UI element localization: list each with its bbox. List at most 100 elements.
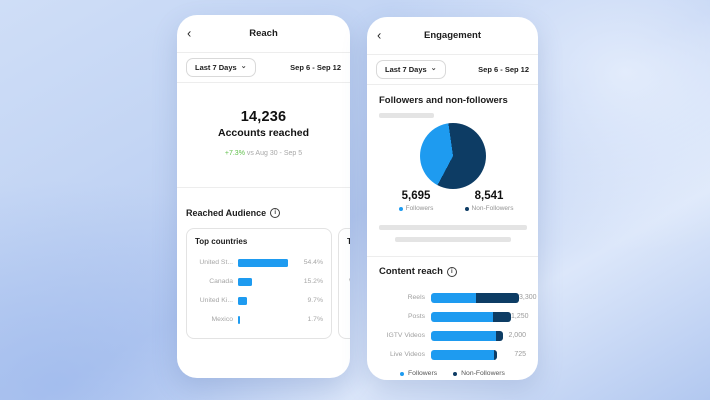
date-range-dropdown[interactable]: Last 7 Days ⌄	[186, 58, 256, 77]
content-reach-row-2: IGTV Videos 2,000	[379, 326, 526, 345]
followers-segment	[431, 349, 494, 360]
skeleton-bar	[379, 113, 434, 118]
pie-stats-row: 5,695 Followers 8,541 Non-Followers	[379, 190, 526, 212]
country-bar-track	[238, 315, 295, 324]
non-followers-segment	[495, 330, 503, 341]
reach-summary: 14,236 Accounts reached +7.3% vs Aug 30 …	[177, 83, 350, 157]
country-percent: 1.7%	[307, 316, 324, 323]
country-label: United Ki...	[199, 297, 233, 304]
content-reach-title: Content reach	[379, 266, 443, 277]
followers-stat: 5,695 Followers	[387, 190, 445, 212]
chevron-down-icon: ⌄	[430, 64, 437, 72]
country-bar	[238, 296, 247, 305]
top-countries-title: Top countries	[195, 237, 248, 246]
legend-label: Followers	[408, 370, 438, 377]
accounts-reached-label: Accounts reached	[217, 127, 310, 139]
country-percent: 9.7%	[307, 297, 324, 304]
followers-section: Followers and non-followers 5,695 Follow…	[367, 85, 538, 242]
delta-context: vs Aug 30 - Sep 5	[244, 150, 303, 157]
followers-legend-dot	[398, 206, 403, 211]
followers-value: 5,695	[401, 190, 431, 202]
next-card-row-fragment: W	[349, 278, 350, 285]
reach-header: ‹ Reach	[177, 15, 350, 53]
content-reach-row-3: Live Videos 725	[379, 345, 526, 364]
page-title: Engagement	[423, 30, 481, 41]
country-percent: 54.4%	[303, 259, 323, 266]
followers-segment	[431, 311, 494, 322]
followers-legend-label: Followers	[405, 205, 434, 212]
skeleton-bar	[379, 225, 527, 230]
engagement-screen: ‹ Engagement Last 7 Days ⌄ Sep 6 - Sep 1…	[367, 17, 538, 380]
section-divider	[367, 256, 538, 257]
content-reach-row-1: Posts 1,250	[379, 307, 529, 326]
content-reach-bar	[431, 349, 497, 360]
country-bar-track	[238, 277, 295, 286]
followers-segment	[431, 330, 496, 341]
top-countries-rows: United St... 54.4% Canada 15.2% United Ki...…	[195, 253, 323, 329]
content-reach-bar	[431, 330, 503, 341]
next-audience-card-clipped: To W	[338, 228, 350, 339]
accounts-reached-value: 14,236	[240, 109, 287, 125]
non-followers-segment	[475, 292, 519, 303]
non-followers-stat: 8,541 Non-Followers	[460, 190, 518, 212]
reach-toolbar: Last 7 Days ⌄ Sep 6 - Sep 12	[177, 53, 350, 83]
legend-item-1: Non-Followers	[453, 370, 505, 377]
content-reach-bar	[431, 292, 519, 303]
delta-line: +7.3% vs Aug 30 - Sep 5	[177, 150, 350, 157]
skeleton-bar	[394, 237, 511, 242]
content-reach-value: 1,250	[511, 313, 529, 320]
top-countries-card: Top countries United St... 54.4% Canada 15.…	[186, 228, 332, 339]
content-type-label: IGTV Videos	[386, 332, 425, 339]
country-bar-track	[238, 296, 295, 305]
content-reach-rows: Reels 3,300 Posts 1,250 IGTV Videos 2,000 Live…	[379, 288, 537, 364]
followers-segment	[431, 292, 476, 303]
engagement-header: ‹ Engagement	[367, 17, 538, 55]
section-divider	[177, 187, 350, 188]
non-followers-legend-dot	[464, 206, 469, 211]
country-row-1: Canada 15.2%	[195, 272, 323, 291]
non-followers-segment	[493, 349, 497, 360]
date-range-dropdown[interactable]: Last 7 Days ⌄	[376, 60, 446, 79]
back-chevron-icon[interactable]: ‹	[377, 26, 382, 42]
country-bar	[238, 315, 240, 324]
audience-cards-scroller[interactable]: Top countries United St... 54.4% Canada 15.…	[186, 228, 350, 339]
chevron-down-icon: ⌄	[240, 62, 247, 70]
legend-item-0: Followers	[400, 370, 437, 377]
content-reach-legend: Followers Non-Followers	[379, 370, 526, 377]
country-label: Canada	[209, 278, 233, 285]
page-title: Reach	[249, 28, 278, 39]
reach-screen: ‹ Reach Last 7 Days ⌄ Sep 6 - Sep 12 14,…	[177, 15, 350, 378]
reached-audience-section: Reached Audience i Top countries United …	[177, 188, 350, 339]
date-range-label: Sep 6 - Sep 12	[478, 65, 529, 74]
content-reach-value: 3,300	[519, 294, 537, 301]
followers-pie-chart	[419, 123, 486, 189]
country-row-0: United St... 54.4%	[195, 253, 323, 272]
date-range-dropdown-label: Last 7 Days	[195, 63, 237, 72]
content-reach-value: 725	[514, 351, 526, 358]
engagement-toolbar: Last 7 Days ⌄ Sep 6 - Sep 12	[367, 55, 538, 85]
country-percent: 15.2%	[303, 278, 323, 285]
content-type-label: Reels	[407, 294, 425, 301]
legend-dot	[453, 371, 458, 376]
next-card-title-fragment: To	[347, 237, 350, 246]
reached-audience-title: Reached Audience	[186, 208, 267, 218]
info-icon[interactable]: i	[270, 208, 281, 218]
country-bar	[238, 258, 289, 267]
delta-percent: +7.3%	[224, 150, 245, 157]
content-reach-row-0: Reels 3,300	[379, 288, 537, 307]
country-row-2: United Ki... 9.7%	[195, 291, 323, 310]
back-chevron-icon[interactable]: ‹	[187, 24, 192, 40]
date-range-dropdown-label: Last 7 Days	[385, 65, 427, 74]
content-type-label: Live Videos	[389, 351, 425, 358]
content-type-label: Posts	[408, 313, 425, 320]
followers-section-title: Followers and non-followers	[379, 95, 508, 106]
country-bar-track	[238, 258, 295, 267]
date-range-label: Sep 6 - Sep 12	[290, 63, 341, 72]
content-reach-value: 2,000	[508, 332, 526, 339]
country-row-3: Mexico 1.7%	[195, 310, 323, 329]
info-icon[interactable]: i	[446, 266, 457, 277]
country-label: United St...	[199, 259, 233, 266]
country-label: Mexico	[211, 316, 233, 323]
legend-dot	[400, 371, 405, 376]
non-followers-value: 8,541	[474, 190, 504, 202]
